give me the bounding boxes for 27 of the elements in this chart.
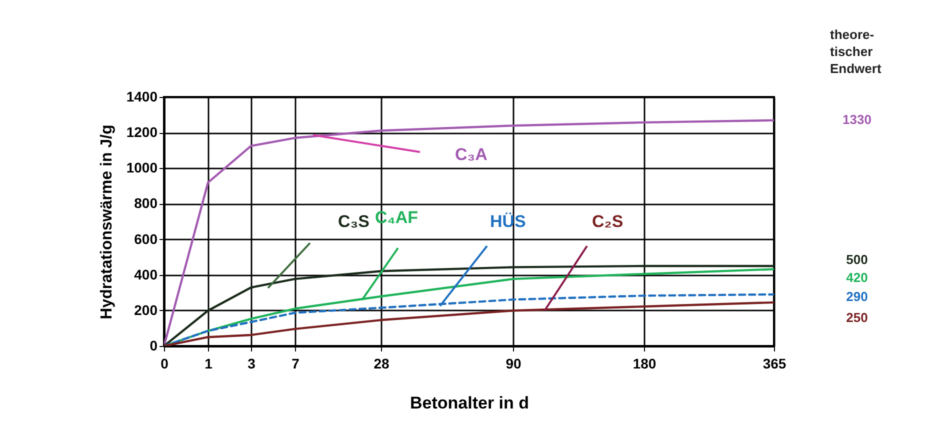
text: 500	[846, 252, 868, 267]
text: 250	[846, 310, 868, 325]
y-tick-label: 200	[134, 302, 158, 318]
x-tick-label: 7	[292, 356, 300, 372]
text: 1330	[842, 112, 872, 127]
y-tick-label: 800	[134, 195, 158, 212]
x-tick-label: 1	[204, 356, 213, 372]
text: theore- tischer Endwert	[830, 27, 882, 76]
x-axis-title: Betonalter in d	[410, 394, 530, 412]
x-tick-label: 28	[374, 356, 390, 372]
x-tick-label: 180	[632, 356, 656, 372]
x-tick-label: 365	[762, 356, 786, 372]
x-tick-label: 3	[248, 356, 256, 372]
y-tick-label: 1400	[126, 88, 158, 104]
text: C₂S	[592, 212, 624, 231]
series-label: C₃A	[455, 145, 488, 164]
x-tick-label: 0	[160, 356, 169, 372]
text: 420	[846, 270, 868, 285]
y-tick-label: 600	[134, 230, 158, 247]
y-tick-label: 400	[134, 266, 158, 282]
y-tick-label: 1200	[126, 124, 158, 140]
text: C₃S	[338, 212, 370, 231]
y-tick-label: 0	[150, 338, 158, 354]
text: 290	[846, 289, 868, 304]
y-tick-label: 1000	[126, 160, 158, 176]
x-tick-label: 90	[506, 356, 522, 372]
y-axis-title: Hydratationswärme in J/g	[98, 124, 116, 320]
